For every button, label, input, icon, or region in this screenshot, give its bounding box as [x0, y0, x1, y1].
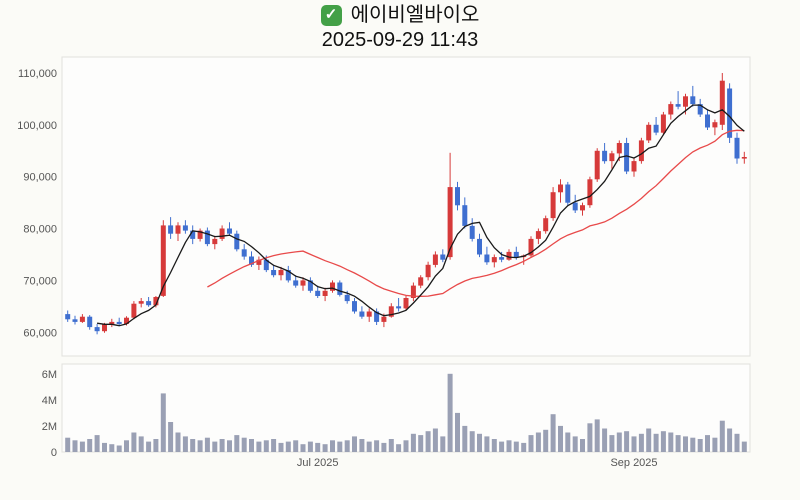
candlestick-volume-chart: 60,000 70,000 80,000 90,000 100,000 110,000 0 2… — [17, 56, 751, 469]
svg-text:60,000: 60,000 — [23, 327, 57, 339]
title-row: ✓ 에이비엘바이오 — [0, 2, 800, 28]
svg-text:90,000: 90,000 — [23, 172, 57, 184]
chart-datetime: 2025-09-29 11:43 — [321, 29, 479, 51]
ma-fast-line — [97, 104, 745, 327]
volume-axis: 0 2M 4M 6M — [42, 369, 57, 459]
green-checkbox-icon: ✓ — [320, 4, 342, 26]
svg-text:110,000: 110,000 — [18, 68, 57, 80]
price-axis: 60,000 70,000 80,000 90,000 100,000 110,000 — [17, 68, 57, 339]
chart-header: ✓ 에이비엘바이오 2025-09-29 11:43 — [0, 2, 800, 52]
svg-text:2M: 2M — [42, 421, 57, 433]
svg-text:6M: 6M — [42, 369, 57, 381]
svg-text:Sep 2025: Sep 2025 — [610, 457, 657, 469]
svg-text:70,000: 70,000 — [23, 275, 57, 287]
x-axis-labels: Jul 2025 Sep 2025 — [297, 457, 658, 469]
volume-bars — [65, 373, 747, 452]
svg-text:100,000: 100,000 — [17, 120, 57, 132]
price-panel — [61, 56, 751, 357]
stock-name: 에이비엘바이오 — [350, 4, 480, 26]
svg-text:Jul 2025: Jul 2025 — [297, 457, 339, 469]
ma-slow-line — [207, 129, 745, 297]
svg-text:0: 0 — [51, 447, 57, 459]
svg-text:80,000: 80,000 — [23, 224, 57, 236]
svg-text:4M: 4M — [42, 395, 57, 407]
